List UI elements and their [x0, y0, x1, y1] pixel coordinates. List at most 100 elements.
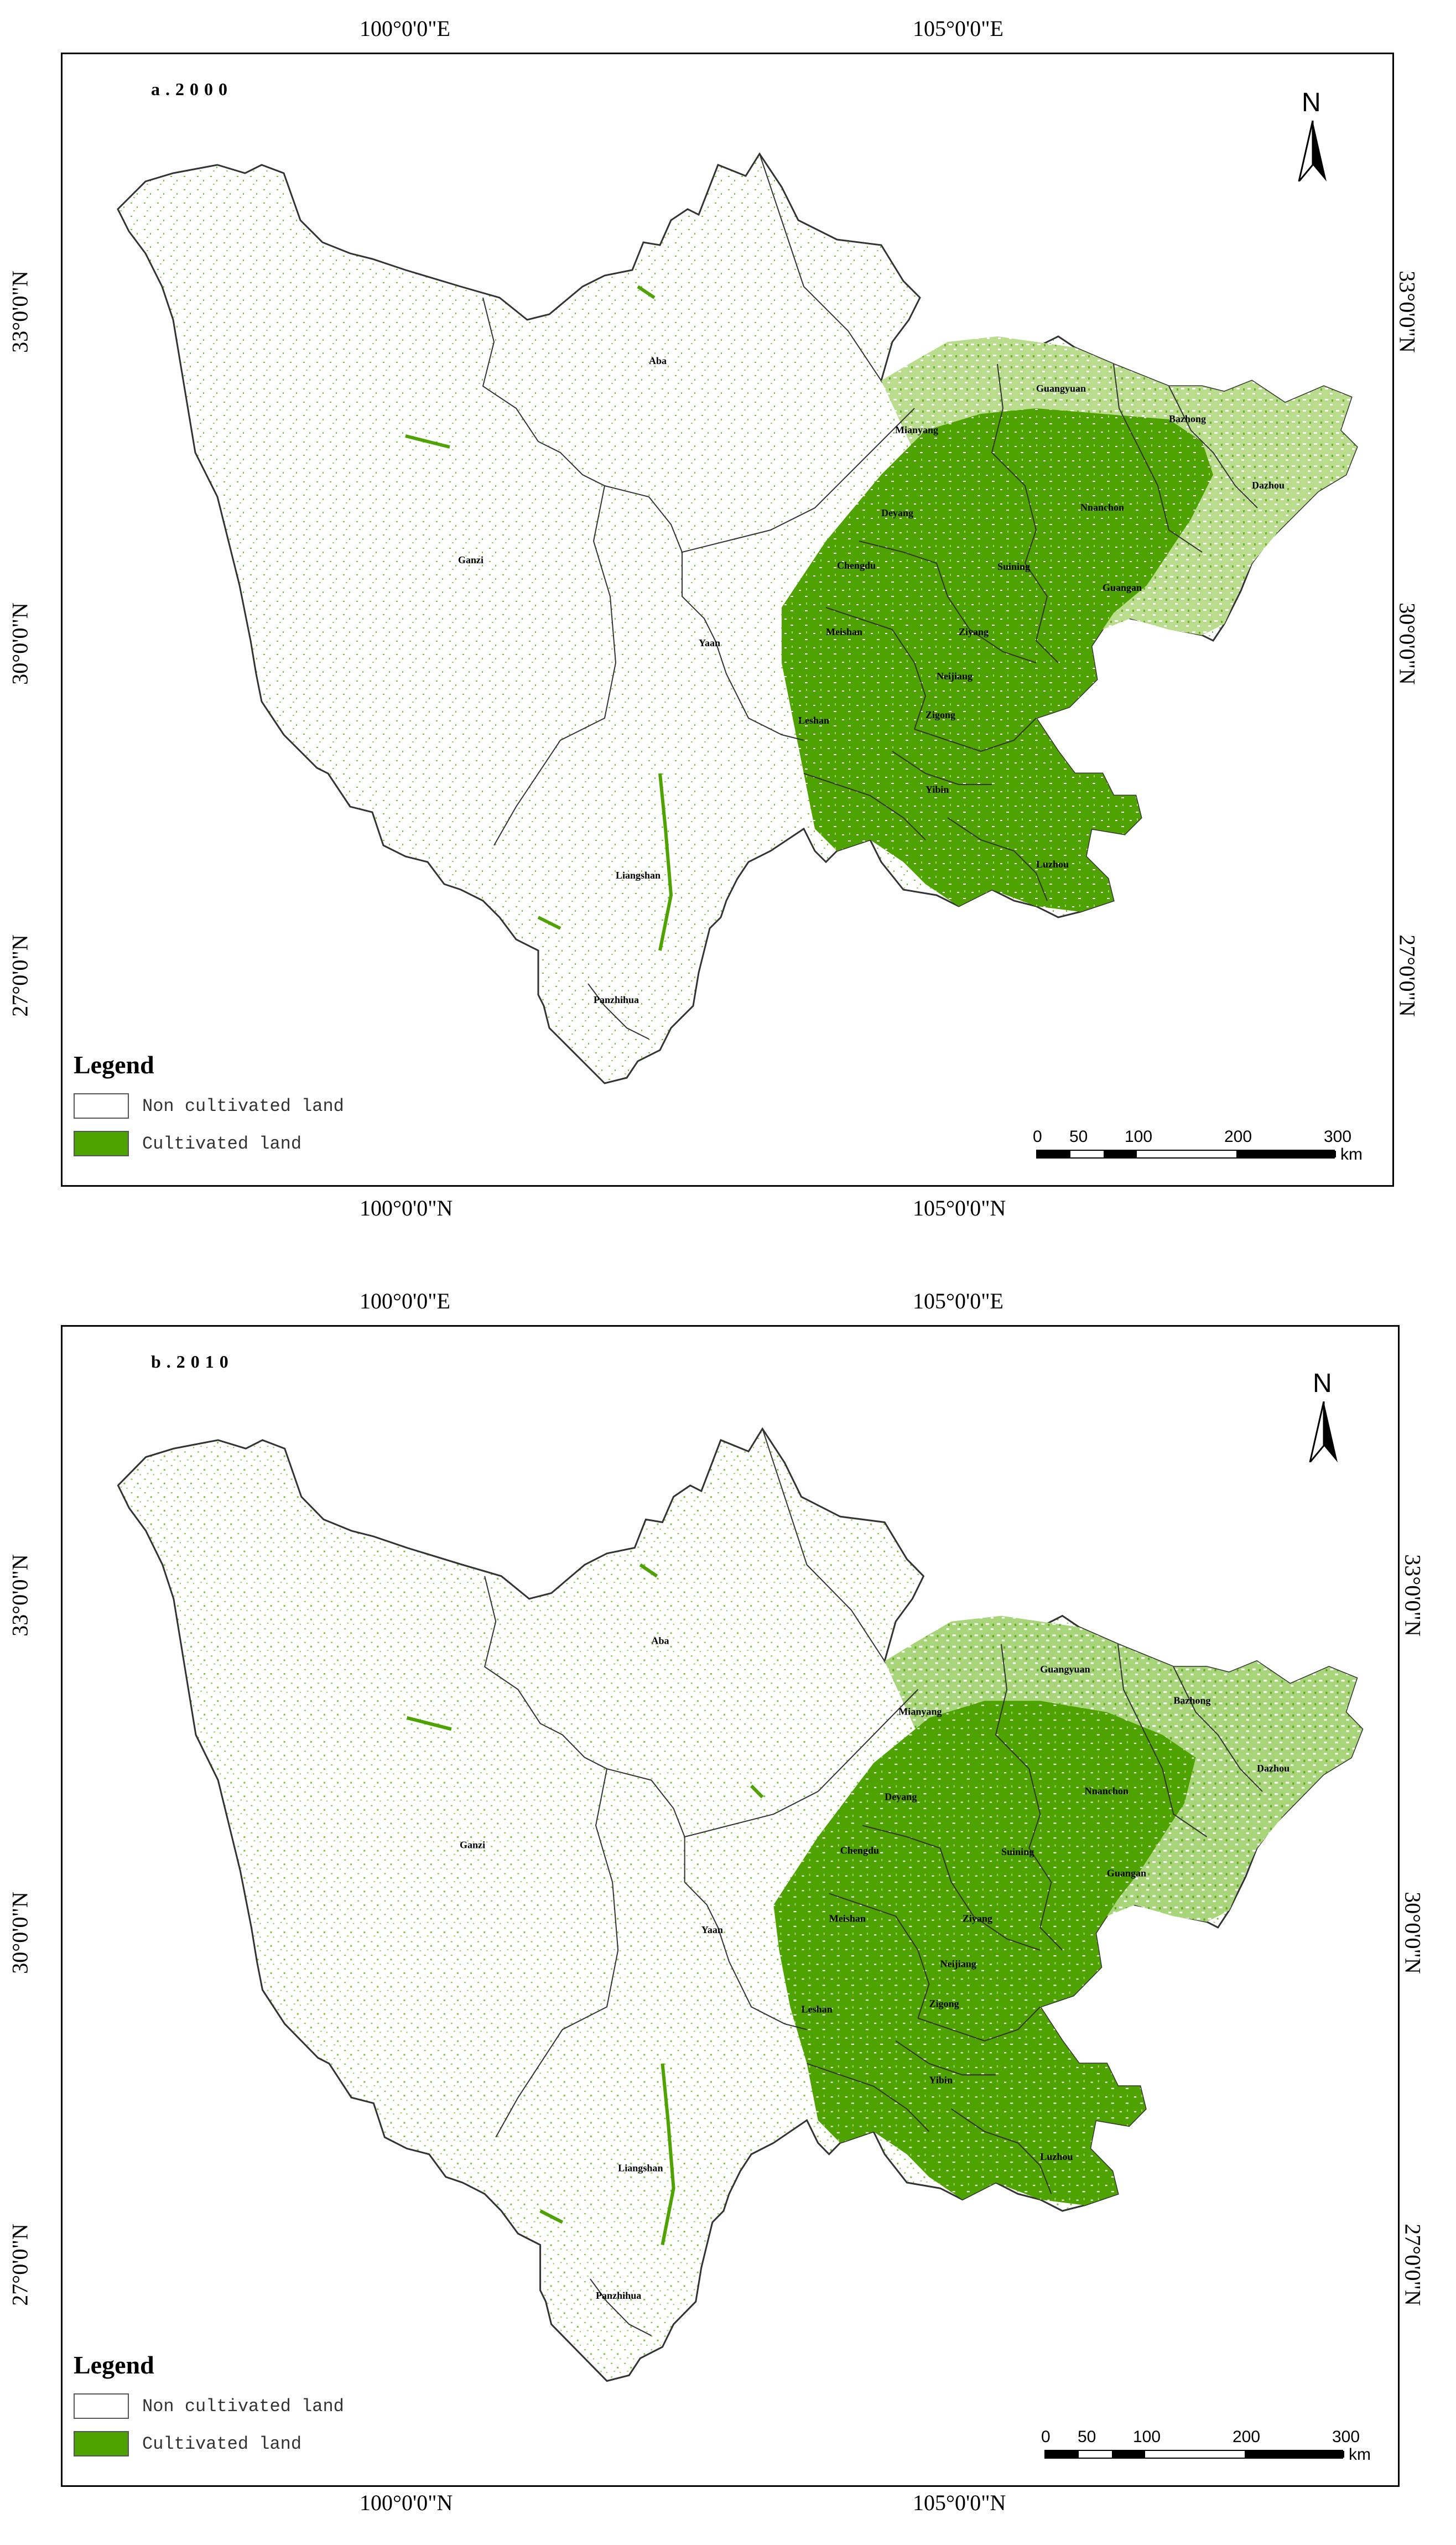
lat-label-right-33: 33°0'0"N	[1395, 271, 1420, 353]
city-label-yibin: Yibin	[925, 784, 949, 795]
panel-title: b.2010	[151, 1352, 234, 1372]
city-label-zigong: Zigong	[929, 1998, 959, 2009]
north-arrow-icon	[1309, 1401, 1338, 1462]
city-label-bazhong: Bazhong	[1169, 413, 1206, 424]
city-label-meishan: Meishan	[829, 1913, 866, 1924]
province-map: Aba Ganzi Guangyuan Bazhong Mianyang Daz…	[117, 152, 1358, 1084]
city-label-dazhou: Dazhou	[1252, 480, 1285, 491]
lat-label-left-30: 30°0'0"N	[7, 603, 33, 685]
legend-item-cultivated: Cultivated land	[74, 2431, 301, 2456]
north-arrow-icon	[1298, 121, 1327, 181]
city-label-liangshan: Liangshan	[618, 2162, 663, 2173]
lat-label-right-30: 30°0'0"N	[1400, 1892, 1426, 1974]
scale-tick: 200	[1233, 2428, 1261, 2446]
lon-label-top-100: 100°0'0"E	[360, 16, 450, 41]
lon-label-bottom-105: 105°0'0"N	[913, 2490, 1006, 2515]
city-label-guangyuan: Guangyuan	[1040, 1664, 1090, 1675]
lat-label-right-27: 27°0'0"N	[1400, 2224, 1426, 2306]
city-label-neijiang: Neijiang	[940, 1958, 976, 1969]
map-frame: Aba Ganzi Guangyuan Bazhong Mianyang Daz…	[61, 1325, 1400, 2487]
legend-label: Non cultivated land	[142, 2396, 344, 2417]
scale-bar: 0 50 100 200 300 km	[1033, 1128, 1363, 1164]
province-map: Aba Ganzi Guangyuan Bazhong Mianyang Daz…	[117, 1427, 1364, 2382]
city-label-ziyang: Ziyang	[959, 626, 989, 637]
city-label-aba: Aba	[651, 1635, 669, 1647]
north-label: N	[1313, 1369, 1332, 1398]
city-label-ganzi: Ganzi	[460, 1839, 485, 1850]
city-label-ganzi: Ganzi	[458, 554, 483, 565]
legend-swatch-non-cultivated	[74, 1093, 129, 1119]
lat-label-left-33: 33°0'0"N	[7, 1554, 33, 1637]
legend-title: Legend	[74, 2351, 154, 2379]
cultivated-streaks-west	[405, 285, 673, 951]
city-label-neijiang: Neijiang	[937, 671, 973, 682]
north-label: N	[1302, 88, 1321, 117]
scale-tick: 50	[1069, 1128, 1088, 1146]
city-label-chengdu: Chengdu	[837, 560, 876, 571]
legend-swatch-cultivated	[74, 2431, 129, 2456]
map-panel-2000: 100°0'0"E 105°0'0"E 33°0'0"N 30°0'0"N 27…	[0, 0, 1456, 1272]
legend-item-cultivated: Cultivated land	[74, 1131, 301, 1156]
scale-tick: 100	[1133, 2428, 1161, 2446]
cultivated-dense-basin	[773, 1701, 1196, 2205]
city-label-deyang: Deyang	[881, 507, 913, 518]
scale-bar: 0 50 100 200 300 km	[1041, 2428, 1371, 2464]
city-label-panzhihua: Panzhihua	[596, 2290, 641, 2301]
legend-item-non-cultivated: Non cultivated land	[74, 1093, 344, 1119]
city-label-aba: Aba	[649, 355, 667, 366]
cultivated-dense-basin	[782, 408, 1213, 912]
city-label-meishan: Meishan	[826, 626, 862, 637]
lat-label-left-27: 27°0'0"N	[7, 934, 33, 1017]
city-label-mianyang: Mianyang	[895, 424, 938, 435]
city-label-ziyang: Ziyang	[963, 1913, 992, 1924]
lon-label-bottom-105: 105°0'0"N	[913, 1196, 1006, 1220]
city-label-yaan: Yaan	[701, 1924, 723, 1935]
city-label-leshan: Leshan	[798, 715, 829, 726]
city-label-dazhou: Dazhou	[1257, 1763, 1289, 1774]
scale-tick: 300	[1332, 2428, 1360, 2446]
city-label-zigong: Zigong	[925, 709, 955, 720]
lat-label-left-33: 33°0'0"N	[7, 271, 33, 353]
scale-tick: 0	[1041, 2428, 1051, 2446]
scale-tick: 50	[1078, 2428, 1096, 2446]
lon-label-top-100: 100°0'0"E	[360, 1289, 450, 1313]
legend-label: Cultivated land	[142, 1133, 302, 1154]
panel-title: a.2000	[151, 79, 233, 99]
lat-label-right-27: 27°0'0"N	[1395, 934, 1420, 1017]
city-label-guangan: Guangan	[1103, 582, 1142, 593]
city-label-panzhihua: Panzhihua	[594, 994, 639, 1005]
city-label-liangshan: Liangshan	[616, 870, 661, 881]
scale-tick: 200	[1224, 1128, 1252, 1146]
legend-label: Cultivated land	[142, 2433, 302, 2454]
scale-tick: 300	[1324, 1128, 1352, 1146]
legend-title: Legend	[74, 1051, 154, 1079]
lat-label-left-27: 27°0'0"N	[7, 2224, 33, 2306]
city-label-nanchong: Nnanchon	[1080, 502, 1124, 513]
city-label-luzhou: Luzhou	[1036, 859, 1069, 870]
city-label-chengdu: Chengdu	[840, 1845, 879, 1856]
city-label-bazhong: Bazhong	[1173, 1695, 1210, 1706]
prefecture-boundaries	[484, 1429, 1263, 2336]
lon-label-top-105: 105°0'0"E	[913, 1289, 1003, 1313]
prefecture-boundaries	[482, 153, 1258, 1040]
lat-label-left-30: 30°0'0"N	[7, 1892, 33, 1974]
cultivated-streaks-west	[406, 1563, 764, 2246]
city-label-deyang: Deyang	[885, 1791, 917, 1802]
city-label-suining: Suining	[1001, 1846, 1034, 1857]
scale-tick: 0	[1033, 1128, 1042, 1146]
city-label-nanchong: Nnanchon	[1085, 1785, 1129, 1796]
city-label-yaan: Yaan	[699, 637, 720, 648]
city-label-suining: Suining	[997, 561, 1030, 572]
scale-tick: 100	[1125, 1128, 1153, 1146]
scale-unit: km	[1340, 1145, 1363, 1164]
lat-label-right-33: 33°0'0"N	[1400, 1554, 1426, 1637]
city-label-guangan: Guangan	[1107, 1868, 1146, 1879]
legend-swatch-cultivated	[74, 1131, 129, 1156]
lon-label-bottom-100: 100°0'0"N	[360, 1196, 453, 1220]
legend-swatch-non-cultivated	[74, 2393, 129, 2419]
lat-label-right-30: 30°0'0"N	[1395, 603, 1420, 685]
city-label-luzhou: Luzhou	[1040, 2151, 1073, 2162]
map-frame: Aba Ganzi Guangyuan Bazhong Mianyang Daz…	[61, 53, 1394, 1187]
map-panel-2010: 100°0'0"E 105°0'0"E 33°0'0"N 30°0'0"N 27…	[0, 1272, 1456, 2545]
city-label-mianyang: Mianyang	[898, 1706, 942, 1717]
